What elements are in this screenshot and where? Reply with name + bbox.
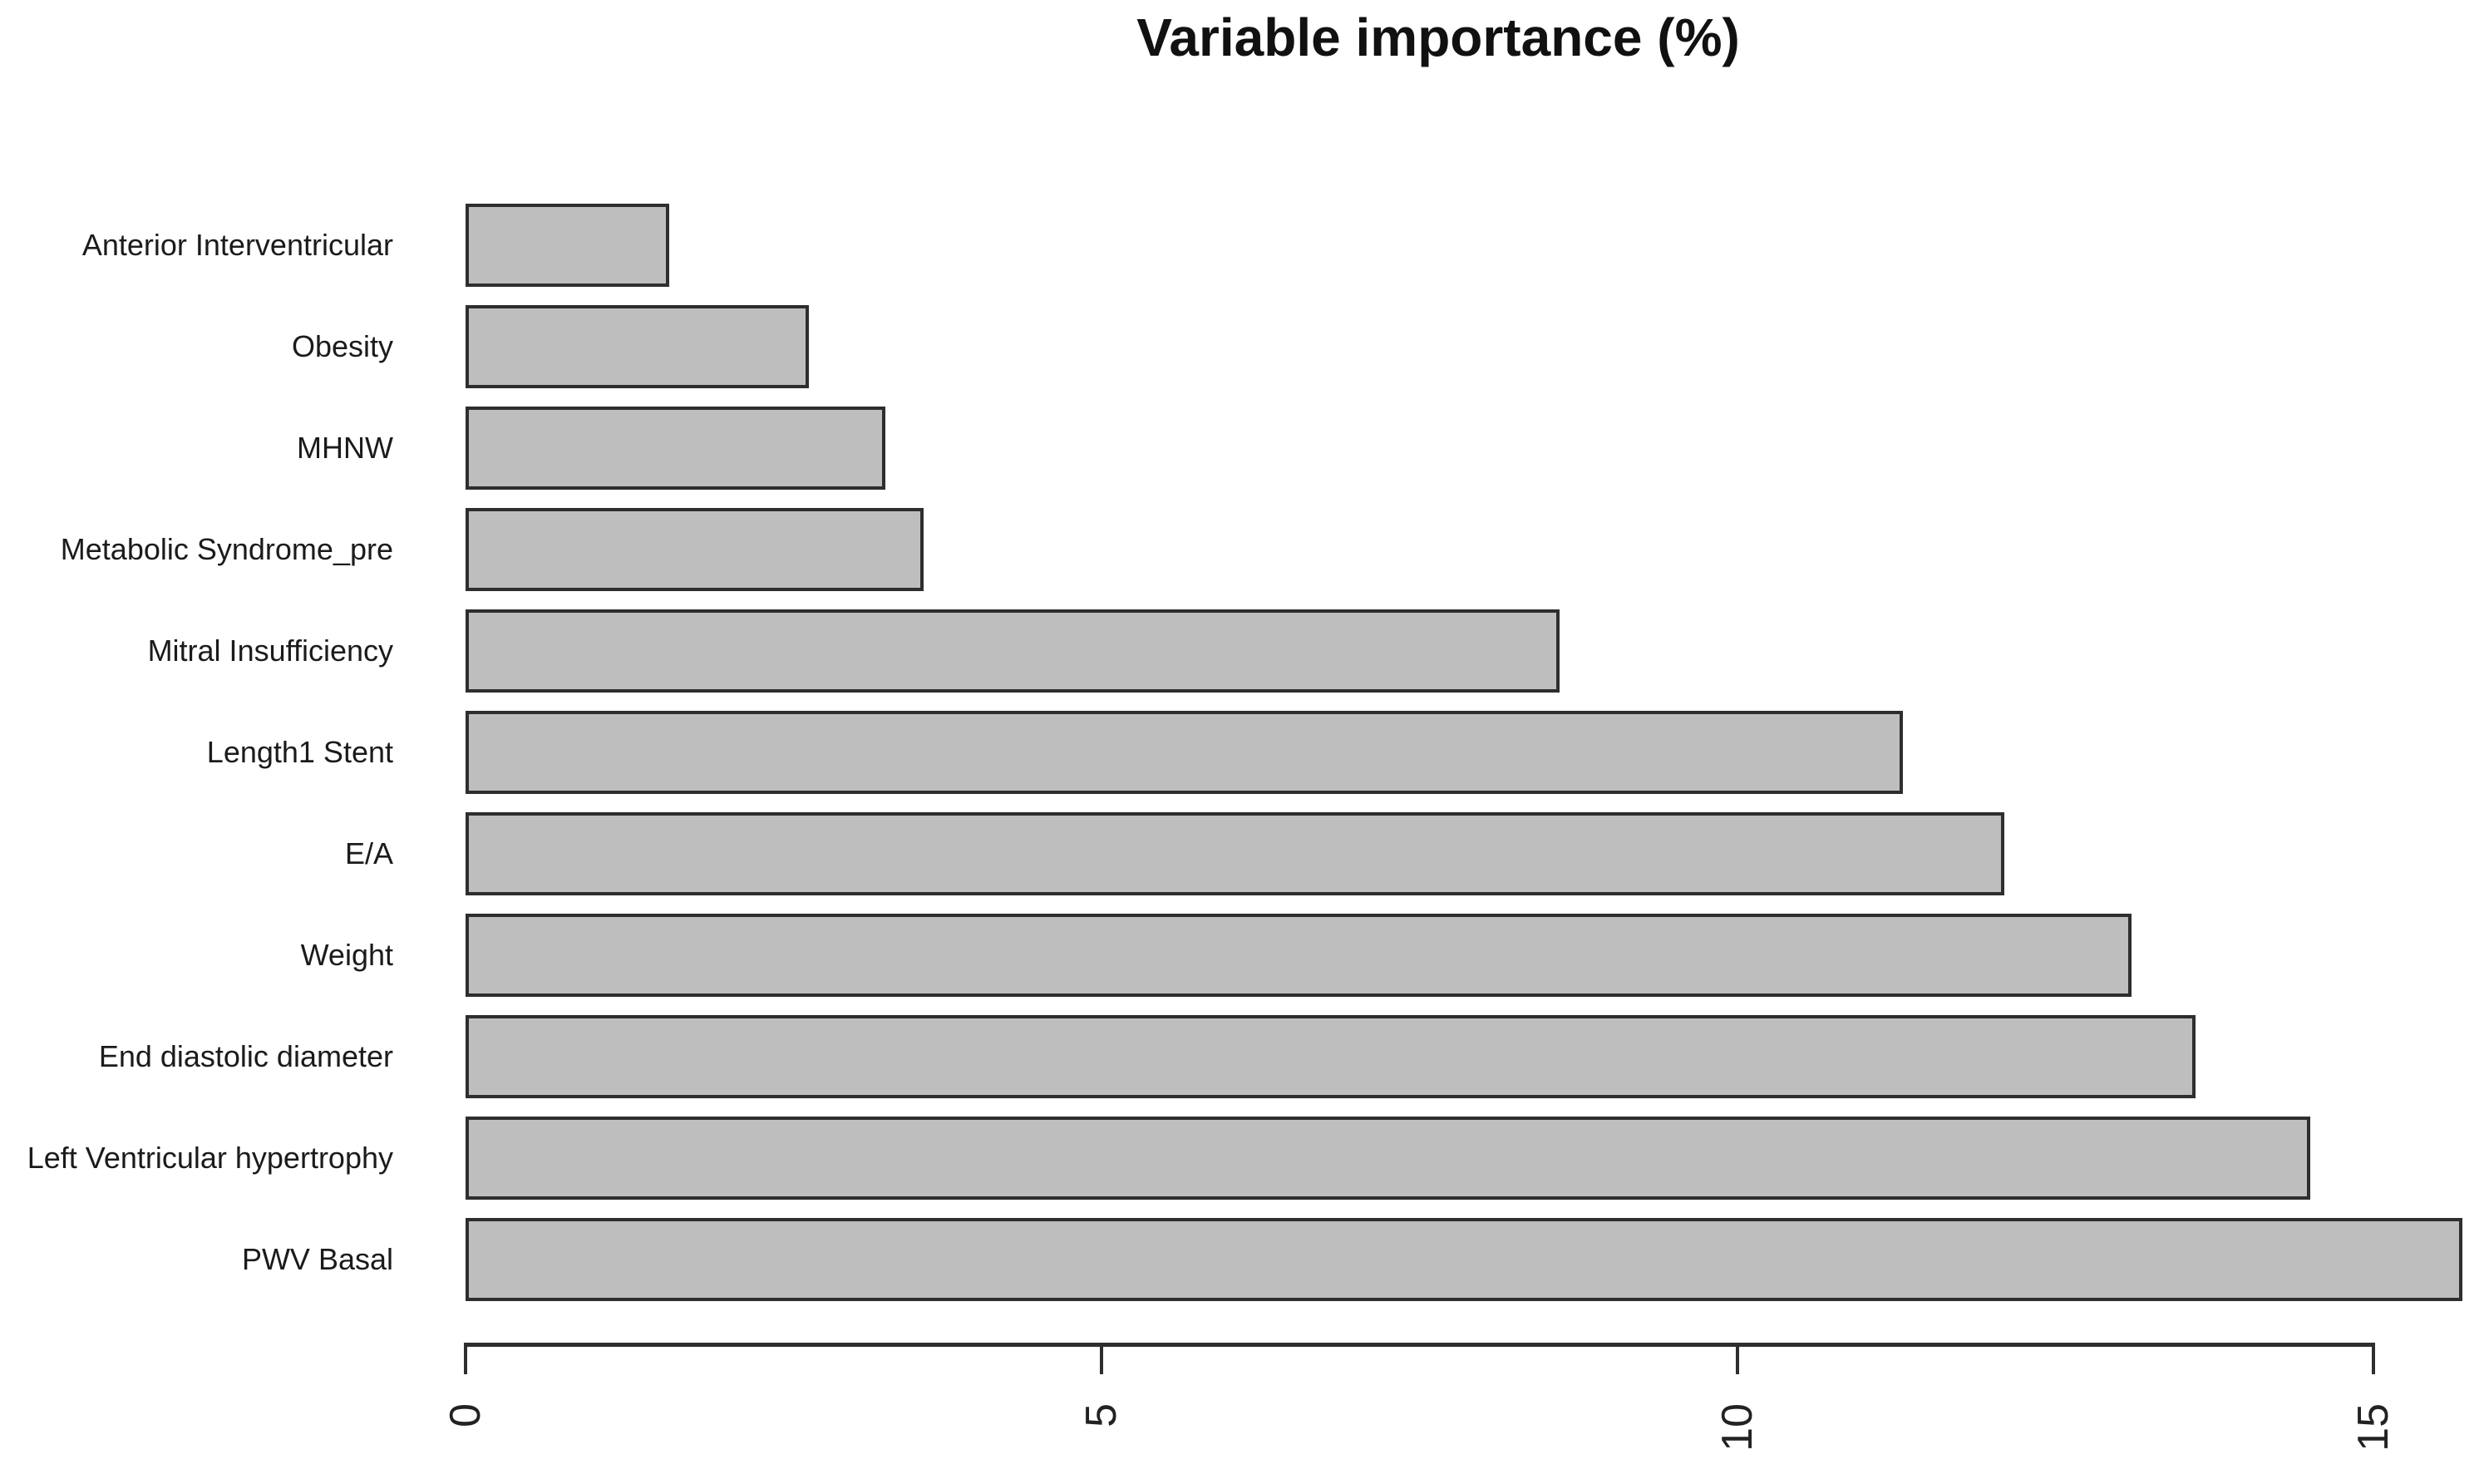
x-axis-tick-label: 15 — [2349, 1403, 2398, 1452]
category-label: Obesity — [291, 329, 393, 363]
category-label: Length1 Stent — [206, 735, 393, 769]
category-label: Mitral Insufficiency — [147, 634, 393, 668]
category-label: Metabolic Syndrome_pre — [60, 532, 393, 566]
bar — [466, 1218, 2462, 1301]
bar — [466, 1015, 2196, 1098]
x-axis-tick — [464, 1343, 467, 1374]
bar — [466, 508, 924, 591]
x-axis-tick-label: 5 — [1077, 1403, 1126, 1427]
x-axis-line — [464, 1343, 2375, 1347]
bar — [466, 407, 885, 490]
category-label: E/A — [344, 836, 393, 870]
bar — [466, 812, 2004, 895]
category-label: Anterior Interventricular — [81, 228, 393, 262]
x-axis-tick — [1736, 1343, 1739, 1374]
x-axis-tick-label: 0 — [441, 1403, 490, 1427]
bar — [466, 711, 1903, 794]
category-label: End diastolic diameter — [98, 1039, 393, 1073]
chart-title: Variable importance (%) — [1136, 7, 1740, 67]
category-label: MHNW — [297, 431, 393, 465]
bar — [466, 204, 669, 287]
x-axis-tick — [2372, 1343, 2375, 1374]
category-label: Weight — [300, 938, 393, 972]
x-axis-tick — [1100, 1343, 1103, 1374]
category-label: PWV Basal — [241, 1242, 393, 1276]
bar — [466, 609, 1560, 693]
bar — [466, 1117, 2310, 1200]
category-label: Left Ventricular hypertrophy — [27, 1141, 393, 1175]
x-axis-tick-label: 10 — [1713, 1403, 1762, 1452]
bar — [466, 914, 2132, 997]
bar — [466, 305, 809, 388]
